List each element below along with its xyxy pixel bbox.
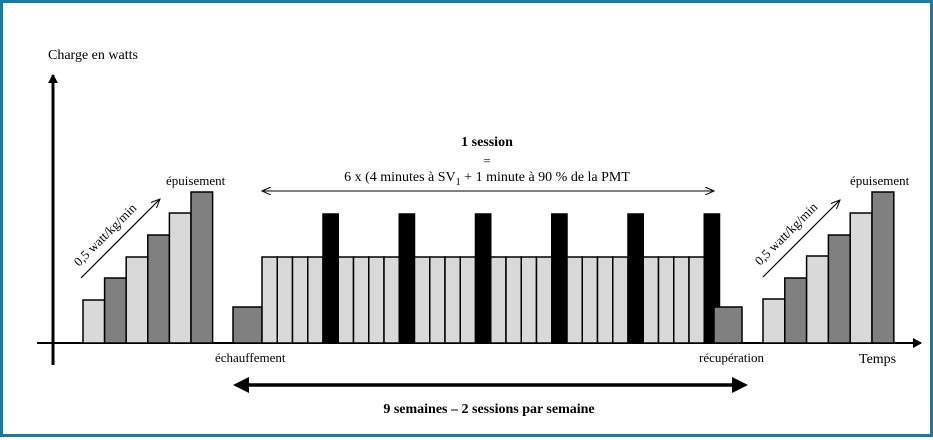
left-test-step-bar: [147, 234, 171, 344]
session-formula-sub: 1: [456, 177, 461, 188]
sprint-interval-bar: [627, 213, 644, 344]
left-exhaustion-label: épuisement: [166, 173, 226, 188]
steady-interval-bar: [337, 256, 355, 344]
steady-interval-bar: [535, 256, 553, 344]
steady-interval-bar: [383, 256, 400, 344]
right-test-step-bar: [849, 212, 873, 344]
right-test-step-bar: [871, 191, 895, 344]
session-title: 1 session: [461, 135, 513, 150]
program-arrow-right-head: [732, 377, 748, 393]
recovery-bar: [713, 306, 743, 344]
sprint-interval-bar: [551, 213, 568, 344]
warmup-bar: [232, 306, 263, 344]
training-protocol-diagram: Charge en watts Temps 1 session = 6 x (4…: [37, 48, 922, 417]
sprint-interval-bar: [398, 213, 416, 344]
recovery-label: récupération: [699, 350, 764, 365]
left-test-step-bar: [125, 256, 149, 344]
warmup-label: échauffement: [215, 350, 286, 365]
steady-interval-bar: [307, 256, 324, 344]
steady-interval-bar: [459, 256, 477, 344]
right-test-step-bar: [762, 298, 786, 344]
steady-interval-bar: [413, 256, 431, 344]
sprint-interval-bar: [322, 213, 339, 344]
right-test-step-bar: [827, 234, 851, 344]
right-test-step-bar: [805, 255, 830, 344]
left-slope-arrow: [80, 199, 160, 279]
steady-interval-bar: [673, 256, 690, 344]
steady-interval-bar: [688, 256, 705, 344]
steady-interval-bar: [368, 256, 385, 344]
right-exhaustion-label: épuisement: [850, 173, 910, 188]
right-incremental-test: [762, 191, 895, 344]
left-test-step-bar: [168, 212, 192, 344]
right-slope-arrow: [762, 200, 840, 278]
session-formula-pre: 6 x (4 minutes à SV: [344, 170, 456, 185]
steady-interval-bar: [612, 256, 629, 344]
steady-interval-bar: [261, 256, 278, 344]
steady-interval-bar: [566, 256, 583, 344]
steady-interval-bar: [581, 256, 599, 344]
steady-interval-bar: [505, 256, 522, 344]
steady-interval-bar: [657, 256, 675, 344]
y-axis-label: Charge en watts: [48, 48, 138, 63]
steady-interval-bar: [444, 256, 461, 344]
left-incremental-test: [82, 191, 214, 344]
session-formula: 6 x (4 minutes à SV1 + 1 minute à 90 % d…: [344, 170, 630, 188]
x-axis-label: Temps: [859, 352, 896, 367]
training-session: [232, 213, 743, 344]
steady-interval-bar: [596, 256, 614, 344]
program-arrow-left-head: [233, 377, 249, 393]
steady-interval-bar: [642, 256, 660, 344]
sprint-interval-bar: [474, 213, 492, 344]
steady-interval-bar: [520, 256, 538, 344]
steady-interval-bar: [352, 256, 370, 344]
program-label: 9 semaines – 2 sessions par semaine: [383, 402, 594, 417]
steady-interval-bar: [291, 256, 309, 344]
session-formula-post: + 1 minute à 90 % de la PMT: [461, 170, 631, 185]
left-test-step-bar: [103, 277, 127, 344]
left-test-step-bar: [82, 299, 106, 344]
steady-interval-bar: [429, 256, 446, 344]
left-test-step-bar: [190, 191, 214, 344]
right-test-step-bar: [784, 277, 808, 344]
session-equals: =: [483, 153, 490, 168]
steady-interval-bar: [276, 256, 294, 344]
steady-interval-bar: [490, 256, 507, 344]
